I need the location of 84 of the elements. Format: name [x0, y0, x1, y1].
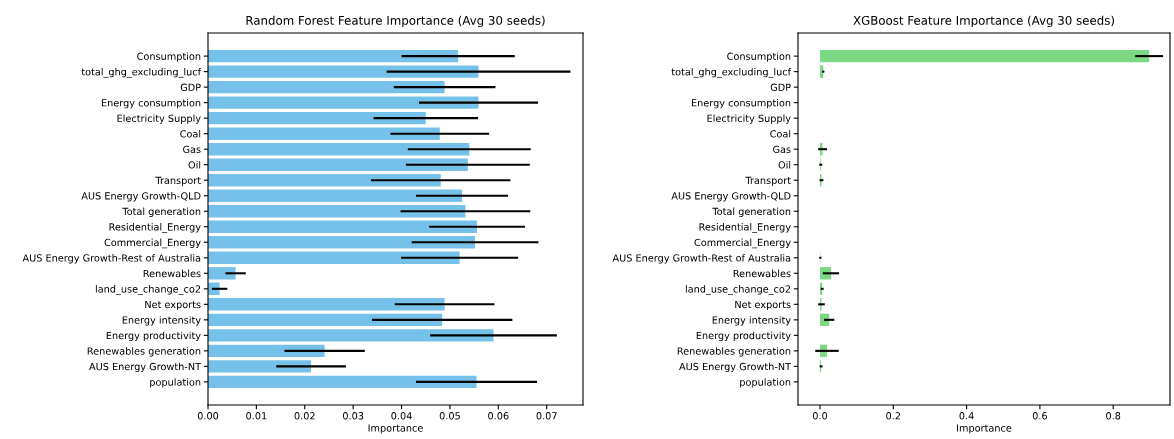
y-tick-label: AUS Energy Growth-NT: [679, 362, 792, 373]
bar: [819, 49, 1150, 63]
x-tick-label: 0.02: [294, 412, 315, 420]
bar: [208, 127, 440, 140]
bar: [208, 111, 426, 125]
bar: [208, 189, 463, 202]
y-tick-label: AUS Energy Growth-QLD: [671, 192, 791, 202]
x-tick-label: 0.4: [959, 412, 974, 420]
x-tick-label: 0.6: [1032, 412, 1048, 420]
y-tick-label: Coal: [770, 129, 791, 138]
x-tick-label: 0.01: [246, 412, 267, 420]
x-axis-title: Importance: [957, 424, 1012, 434]
y-tick-label: Energy intensity: [122, 316, 201, 326]
y-tick-label: AUS Energy Growth-QLD: [81, 192, 201, 202]
bar: [208, 236, 476, 249]
bar: [208, 313, 443, 327]
y-tick-label: population: [150, 378, 201, 388]
y-tick-label: Total generation: [122, 207, 201, 217]
y-tick-label: Commercial_Energy: [694, 238, 791, 249]
y-tick-label: Net exports: [735, 300, 791, 311]
y-tick-label: Net exports: [145, 300, 201, 311]
bar: [208, 158, 468, 171]
y-tick-label: GDP: [180, 83, 201, 91]
bar: [208, 267, 236, 280]
bar: [208, 142, 470, 156]
y-tick-label: AUS Energy Growth-Rest of Australia: [612, 254, 791, 264]
bar: [208, 375, 477, 389]
y-tick-label: land_use_change_co2: [685, 285, 791, 295]
y-tick-label: Renewables generation: [87, 347, 201, 357]
bar: [208, 96, 479, 109]
chart-title: Random Forest Feature Importance (Avg 30 seeds): [246, 15, 545, 28]
bar: [208, 329, 494, 342]
y-tick-label: AUS Energy Growth-NT: [89, 362, 202, 373]
bar: [208, 344, 325, 358]
bar: [208, 220, 478, 233]
y-tick-label: Energy intensity: [712, 316, 791, 326]
bar: [208, 80, 445, 94]
y-tick-label: Oil: [778, 161, 791, 169]
y-tick-label: Commercial_Energy: [104, 238, 201, 249]
y-tick-label: total_ghg_excluding_lucf: [671, 67, 792, 78]
bar: [208, 65, 479, 78]
y-tick-label: Energy productivity: [106, 331, 201, 342]
x-tick-label: 0.05: [439, 412, 460, 420]
y-tick-label: Renewables generation: [677, 347, 791, 357]
y-tick-label: Electricity Supply: [117, 114, 201, 124]
bar: [208, 298, 445, 311]
y-tick-label: Transport: [745, 176, 791, 186]
y-tick-label: Coal: [180, 129, 201, 138]
y-tick-label: Transport: [155, 176, 201, 186]
x-tick-label: 0.8: [1106, 412, 1121, 420]
y-tick-label: Residential_Energy: [699, 223, 791, 233]
y-tick-label: Residential_Energy: [109, 223, 201, 233]
y-tick-label: Gas: [773, 145, 791, 154]
bar: [208, 205, 466, 218]
y-tick-label: Electricity Supply: [707, 114, 791, 124]
y-tick-label: land_use_change_co2: [95, 285, 201, 295]
y-tick-label: Consumption: [727, 52, 791, 62]
bar: [208, 49, 459, 63]
y-tick-label: AUS Energy Growth-Rest of Australia: [22, 254, 201, 264]
y-tick-label: Energy consumption: [101, 98, 201, 109]
y-tick-label: Total generation: [712, 207, 791, 217]
y-tick-label: GDP: [770, 83, 791, 91]
x-tick-label: 0.07: [536, 412, 557, 420]
x-tick-label: 0.00: [197, 412, 219, 420]
bar: [819, 65, 824, 78]
y-tick-label: Oil: [188, 161, 201, 169]
bar: [208, 360, 312, 373]
y-tick-label: population: [740, 378, 791, 388]
x-tick-label: 0.0: [812, 412, 828, 420]
y-tick-label: Energy productivity: [696, 331, 791, 342]
y-tick-label: total_ghg_excluding_lucf: [81, 67, 202, 78]
x-tick-label: 0.03: [342, 412, 364, 420]
bar: [208, 174, 441, 187]
x-axis-title: Importance: [368, 424, 423, 434]
chart-title: XGBoost Feature Importance (Avg 30 seeds): [853, 15, 1114, 28]
x-tick-label: 0.04: [391, 412, 412, 420]
y-tick-label: Gas: [183, 145, 201, 154]
y-tick-label: Renewables: [733, 269, 791, 278]
y-tick-label: Consumption: [137, 52, 201, 62]
y-tick-label: Energy consumption: [691, 98, 791, 109]
y-tick-label: Renewables: [143, 269, 201, 278]
bar: [208, 251, 460, 264]
x-tick-label: 0.06: [488, 412, 509, 420]
x-tick-label: 0.2: [886, 412, 901, 420]
